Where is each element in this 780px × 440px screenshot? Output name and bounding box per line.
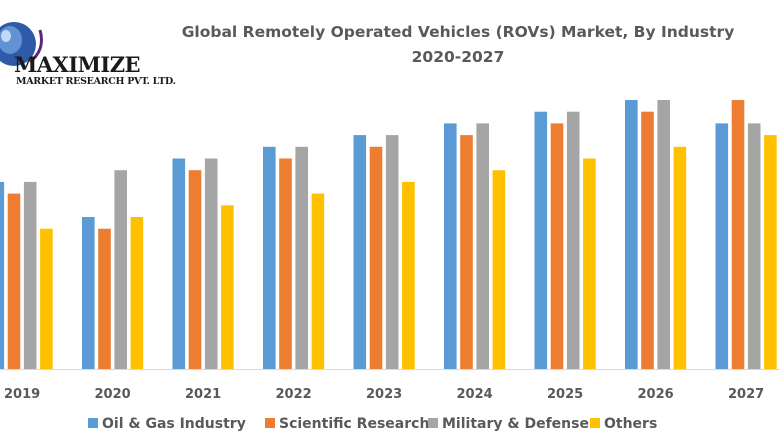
x-tick-label: 2025 (547, 387, 583, 402)
bar-2025-others (583, 158, 596, 369)
bar-2026-military-defense (657, 100, 670, 369)
bar-2020-others (130, 217, 144, 369)
legend-label: Others (604, 416, 657, 432)
company-logo: MAXIMIZE MARKET RESEARCH PVT. LTD. (0, 22, 176, 87)
bar-2024-military-defense (476, 123, 489, 370)
bars (0, 100, 777, 370)
globe-icon (0, 22, 44, 66)
bar-2022-oil-gas-industry (263, 146, 276, 369)
bar-2023-military-defense (385, 135, 399, 369)
bar-2026-others (673, 146, 687, 369)
legend-item: Military & Defense (428, 416, 589, 432)
bar-2019-oil-gas-industry (0, 181, 5, 369)
x-tick-label: 2021 (185, 387, 221, 402)
x-tick-label: 2022 (276, 387, 312, 402)
bar-2021-military-defense (204, 158, 218, 369)
bar-2020-military-defense (114, 170, 127, 369)
bar-2019-military-defense (23, 181, 37, 369)
legend-label: Military & Defense (442, 416, 589, 432)
x-tick-label: 2023 (366, 387, 402, 402)
bar-2022-others (311, 193, 325, 369)
x-tick-label: 2019 (4, 387, 40, 402)
chart-subtitle: 2020-2027 (412, 48, 505, 66)
legend-label: Oil & Gas Industry (102, 416, 246, 432)
bar-2021-others (221, 205, 234, 369)
legend-swatch (428, 418, 438, 428)
legend-swatch (88, 418, 98, 428)
logo-name: MAXIMIZE (14, 52, 140, 77)
legend-item: Oil & Gas Industry (88, 416, 246, 432)
bar-2025-scientific-research (550, 123, 564, 370)
bar-2027-scientific-research (731, 100, 745, 369)
legend-swatch (590, 418, 600, 428)
bar-2026-scientific-research (641, 111, 654, 369)
legend-item: Scientific Research (265, 416, 429, 432)
bar-2023-oil-gas-industry (353, 135, 367, 369)
legend: Oil & Gas Industry Scientific Research Mil… (88, 416, 657, 432)
bar-2027-others (764, 135, 777, 369)
bar-2022-scientific-research (279, 158, 292, 369)
bar-2020-scientific-research (98, 228, 111, 369)
bar-2023-others (402, 181, 415, 369)
bar-2027-oil-gas-industry (715, 123, 729, 370)
x-tick-label: 2024 (457, 387, 493, 402)
bar-2025-oil-gas-industry (534, 111, 548, 369)
bar-2019-others (40, 228, 53, 369)
bar-2024-others (492, 170, 506, 369)
x-tick-label: 2027 (728, 387, 764, 402)
bar-2027-military-defense (747, 123, 761, 370)
legend-swatch (265, 418, 275, 428)
bar-2023-scientific-research (369, 146, 383, 369)
x-axis-ticks: 2019 2020 2021 2022 2023 2024 2025 2026 2027 (4, 387, 764, 402)
legend-item: Others (590, 416, 657, 432)
legend-label: Scientific Research (279, 416, 429, 432)
x-tick-label: 2026 (638, 387, 674, 402)
chart-title: Global Remotely Operated Vehicles (ROVs)… (182, 23, 735, 41)
bar-2019-scientific-research (7, 193, 21, 369)
bar-2025-military-defense (566, 111, 580, 369)
bar-2024-oil-gas-industry (444, 123, 457, 370)
bar-2020-oil-gas-industry (82, 217, 95, 369)
bar-2024-scientific-research (460, 135, 473, 369)
logo-subtitle: MARKET RESEARCH PVT. LTD. (16, 76, 176, 87)
bar-2021-oil-gas-industry (172, 158, 186, 369)
x-tick-label: 2020 (95, 387, 131, 402)
bar-2021-scientific-research (188, 170, 202, 369)
bar-2022-military-defense (295, 146, 308, 369)
bar-2026-oil-gas-industry (625, 100, 638, 369)
